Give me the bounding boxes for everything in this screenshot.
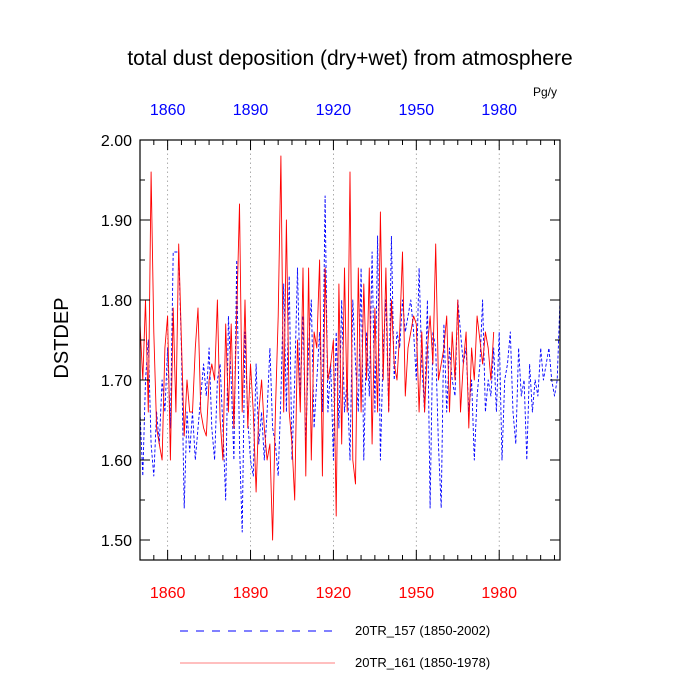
tick-labels: 1.50 1.60 1.70 1.80 1.90 2.00 1860 1860 1890 1890…	[101, 102, 517, 602]
x-tick-label-bottom-1860: 1860	[150, 585, 186, 602]
y-tick-label-2.00: 2.00	[101, 133, 132, 150]
x-tick-label-bottom-1980: 1980	[481, 585, 517, 602]
x-tick-label-top-1980: 1980	[481, 102, 517, 119]
x-tick-label-bottom-1920: 1920	[316, 585, 352, 602]
y-tick-label-1.50: 1.50	[101, 533, 132, 550]
legend-label-20tr-161: 20TR_161 (1850-1978)	[355, 655, 490, 670]
chart-title: total dust deposition (dry+wet) from atm…	[127, 47, 572, 70]
x-tick-label-bottom-1950: 1950	[399, 585, 435, 602]
legend: 20TR_157 (1850-2002) 20TR_161 (1850-1978…	[180, 623, 490, 670]
series-line-20tr_157	[139, 195, 561, 533]
y-axis-label: DSTDEP	[51, 297, 73, 378]
x-tick-label-top-1950: 1950	[399, 102, 435, 119]
series-line-20tr_161	[139, 155, 495, 541]
x-tick-label-bottom-1890: 1890	[233, 585, 269, 602]
units-label: Pg/y	[533, 85, 557, 99]
y-tick-label-1.60: 1.60	[101, 453, 132, 470]
y-tick-label-1.80: 1.80	[101, 293, 132, 310]
legend-label-20tr-157: 20TR_157 (1850-2002)	[355, 623, 490, 638]
y-tick-label-1.90: 1.90	[101, 213, 132, 230]
x-tick-label-top-1890: 1890	[233, 102, 269, 119]
plot-frame	[139, 139, 561, 561]
axes	[139, 139, 561, 561]
series-lines	[139, 155, 561, 541]
y-tick-label-1.70: 1.70	[101, 373, 132, 390]
x-tick-label-top-1920: 1920	[316, 102, 352, 119]
x-tick-label-top-1860: 1860	[150, 102, 186, 119]
